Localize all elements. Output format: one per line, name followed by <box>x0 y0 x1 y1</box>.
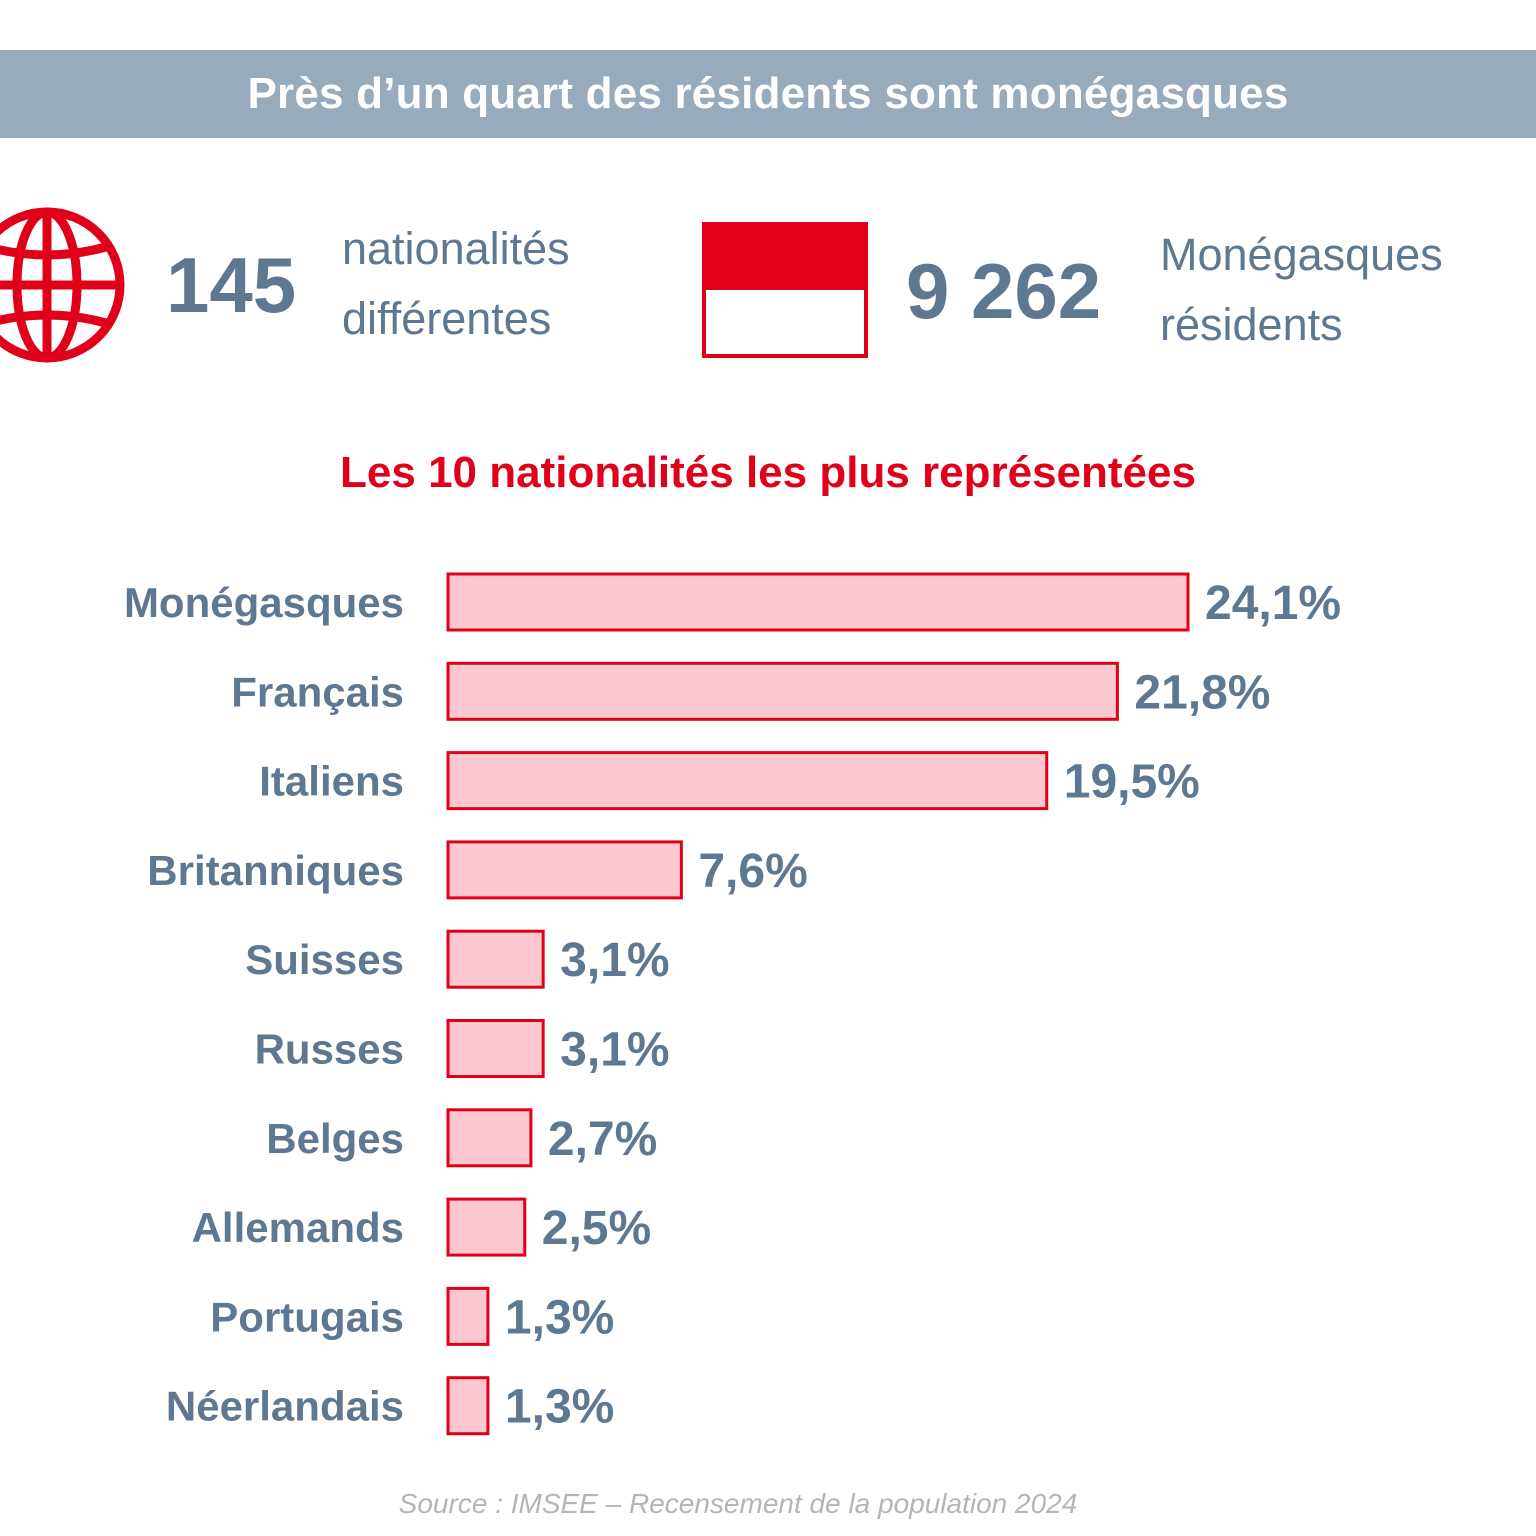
category-label: Français <box>231 668 404 715</box>
value-label: 7,6% <box>698 845 807 898</box>
category-label: Belges <box>266 1115 404 1162</box>
bar <box>446 1376 490 1436</box>
value-label: 21,8% <box>1134 666 1270 719</box>
bar <box>446 572 1190 632</box>
value-label: 3,1% <box>560 934 669 987</box>
category-label: Portugais <box>210 1293 404 1340</box>
category-label: Russes <box>255 1026 404 1073</box>
nationalities-label-line1: nationalités <box>342 223 570 274</box>
bar <box>446 1019 545 1078</box>
monegasque-residents-label: Monégasques résidents <box>1160 220 1443 360</box>
monegasque-residents-count: 9 262 <box>906 247 1102 335</box>
bar <box>446 751 1049 811</box>
bar <box>446 929 545 989</box>
category-label: Allemands <box>192 1204 404 1251</box>
globe-icon <box>0 207 125 363</box>
nationalities-count: 145 <box>166 241 297 329</box>
value-label: 2,7% <box>548 1113 657 1166</box>
category-label: Suisses <box>245 936 404 983</box>
banner-title: Près d’un quart des résidents sont monég… <box>247 69 1289 118</box>
source-note: Source : IMSEE – Recensement de la popul… <box>398 1488 1078 1519</box>
monegasque-label-line2: résidents <box>1160 299 1343 350</box>
bar <box>446 1197 527 1257</box>
bar <box>446 1286 490 1346</box>
value-label: 1,3% <box>505 1381 614 1434</box>
chart-title: Les 10 nationalités les plus représentée… <box>340 448 1196 497</box>
monaco-flag-icon <box>702 222 868 358</box>
category-label: Italiens <box>259 758 404 805</box>
bar <box>446 840 683 900</box>
nationalities-label-line2: différentes <box>342 293 552 344</box>
category-label: Néerlandais <box>166 1383 404 1430</box>
value-label: 3,1% <box>560 1024 669 1077</box>
category-label: Britanniques <box>147 847 404 894</box>
value-label: 2,5% <box>542 1202 651 1255</box>
category-label: Monégasques <box>124 579 404 626</box>
value-label: 19,5% <box>1064 756 1200 809</box>
value-label: 24,1% <box>1205 577 1341 630</box>
bar-chart: Monégasques 24,1% Français 21,8% Italiens 19,… <box>124 572 1341 1436</box>
bar <box>446 661 1119 721</box>
header-banner: Près d’un quart des résidents sont monég… <box>0 50 1536 138</box>
monegasque-label-line1: Monégasques <box>1160 229 1443 280</box>
bar <box>446 1108 533 1168</box>
nationalities-label: nationalités différentes <box>342 214 570 354</box>
value-label: 1,3% <box>505 1291 614 1344</box>
